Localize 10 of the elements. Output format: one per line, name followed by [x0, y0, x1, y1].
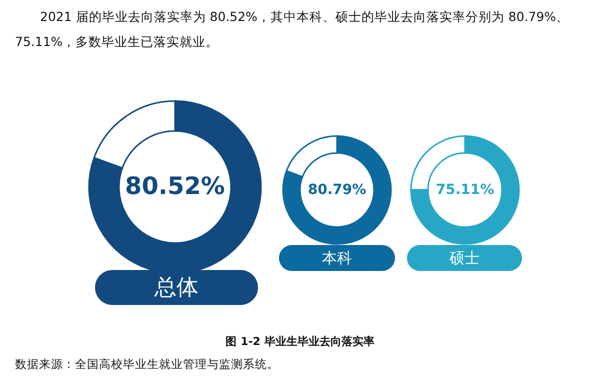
text: 硕士: [448, 249, 480, 267]
text: 2021 届的毕业去向落实率为 80.52%，其中本科、硕士的毕业去向落实率分别为 80.79%、: [40, 9, 570, 24]
text: 75.11%，多数毕业生已落实就业。: [15, 34, 219, 49]
text: 总体: [154, 276, 198, 300]
text: 75.11%: [436, 182, 494, 198]
caption: 图 1-2 毕业生毕业去向落实率: [226, 335, 374, 348]
source-note: 数据来源：全国高校毕业生就业管理与监测系统。: [15, 357, 279, 371]
text: 80.52%: [125, 172, 225, 200]
text: 本科: [322, 249, 352, 267]
text: 80.79%: [308, 182, 366, 198]
